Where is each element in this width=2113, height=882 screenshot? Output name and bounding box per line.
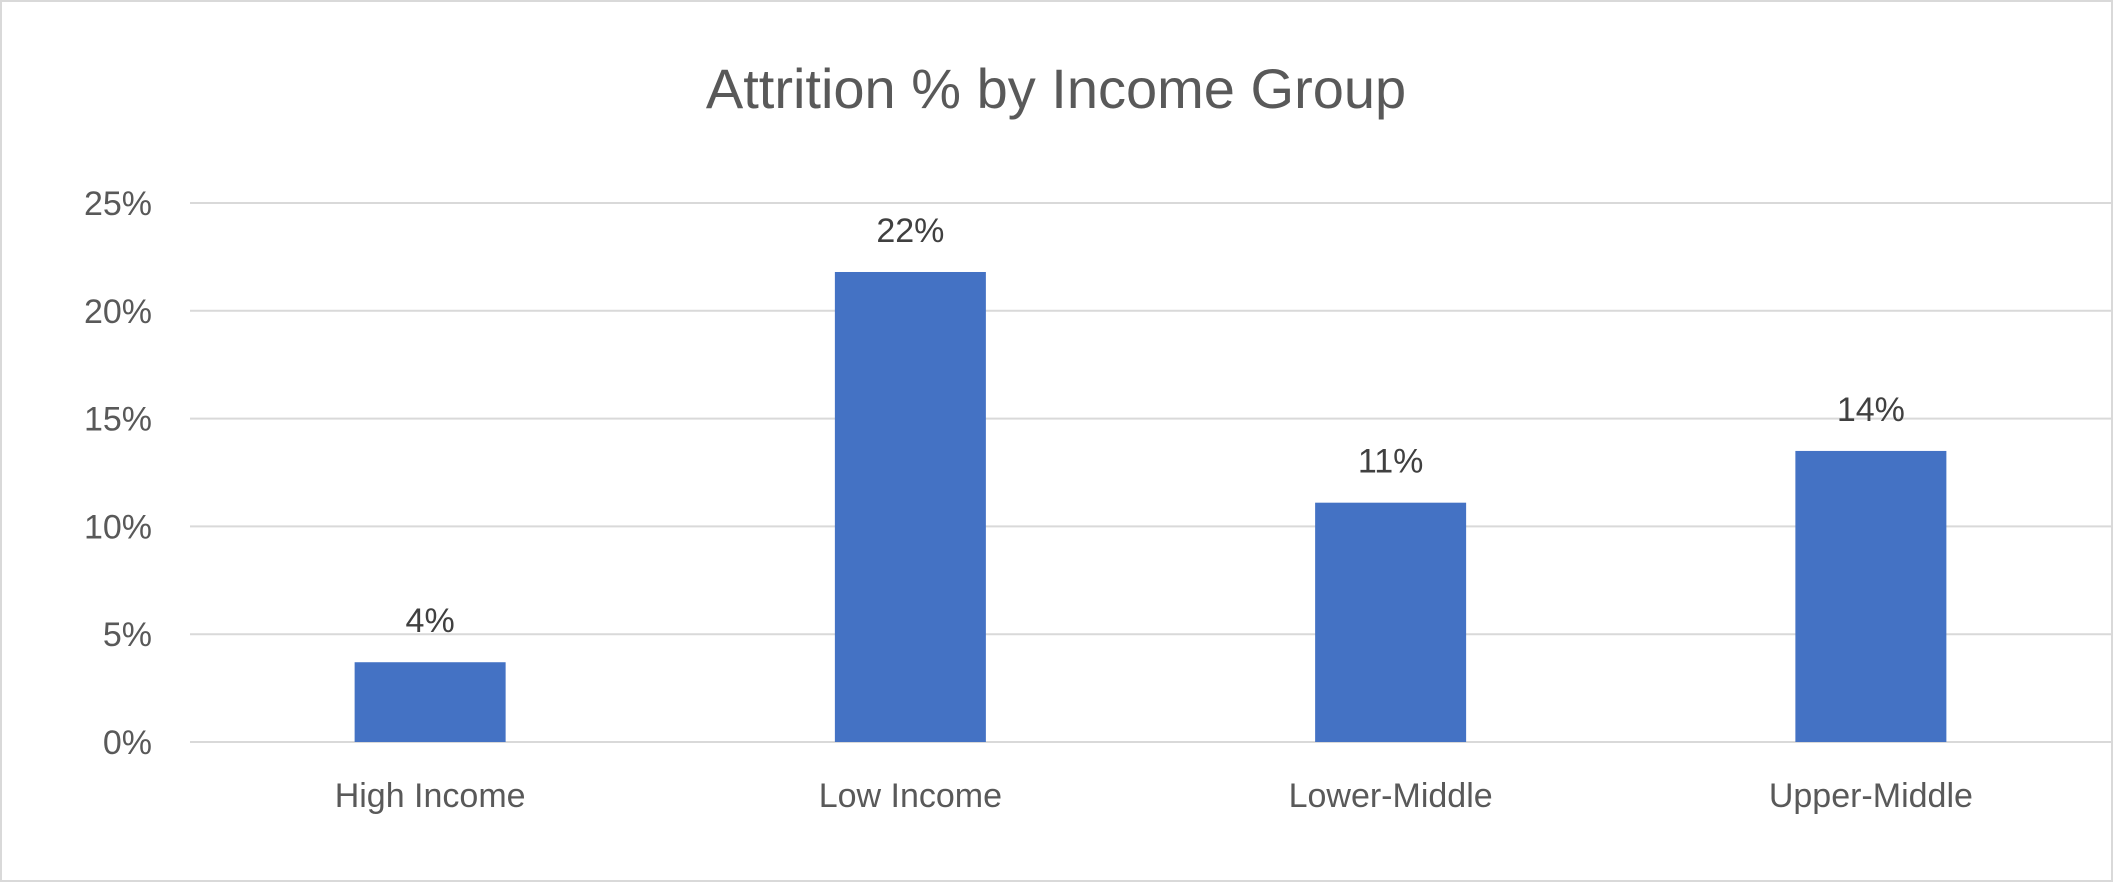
data-labels: 4% 22% 11% 14% — [406, 212, 1905, 640]
y-tick-label: 15% — [84, 401, 152, 439]
chart-title: Attrition % by Income Group — [706, 57, 1406, 120]
x-tick-label: Upper-Middle — [1769, 777, 1973, 815]
y-tick-label: 25% — [84, 185, 152, 223]
data-label: 11% — [1358, 443, 1424, 481]
bar-low-income — [834, 271, 986, 742]
x-tick-label: Lower-Middle — [1289, 777, 1493, 815]
y-tick-label: 20% — [84, 293, 152, 331]
x-axis: High Income Low Income Lower-Middle Upper-M… — [335, 777, 1973, 815]
bar-lower-middle — [1315, 502, 1467, 742]
y-tick-label: 10% — [84, 508, 152, 546]
data-label: 4% — [406, 602, 455, 640]
y-tick-label: 5% — [103, 616, 152, 654]
x-tick-label: High Income — [335, 777, 526, 815]
bars — [354, 271, 1947, 742]
x-tick-label: Low Income — [819, 777, 1002, 815]
gridlines — [190, 202, 2111, 743]
y-tick-label: 0% — [103, 724, 152, 762]
data-label: 22% — [876, 212, 944, 250]
bar-upper-middle — [1795, 450, 1947, 742]
y-axis: 0% 5% 10% 15% 20% 25% — [84, 185, 152, 762]
data-label: 14% — [1837, 391, 1905, 429]
bar-high-income — [354, 662, 506, 742]
